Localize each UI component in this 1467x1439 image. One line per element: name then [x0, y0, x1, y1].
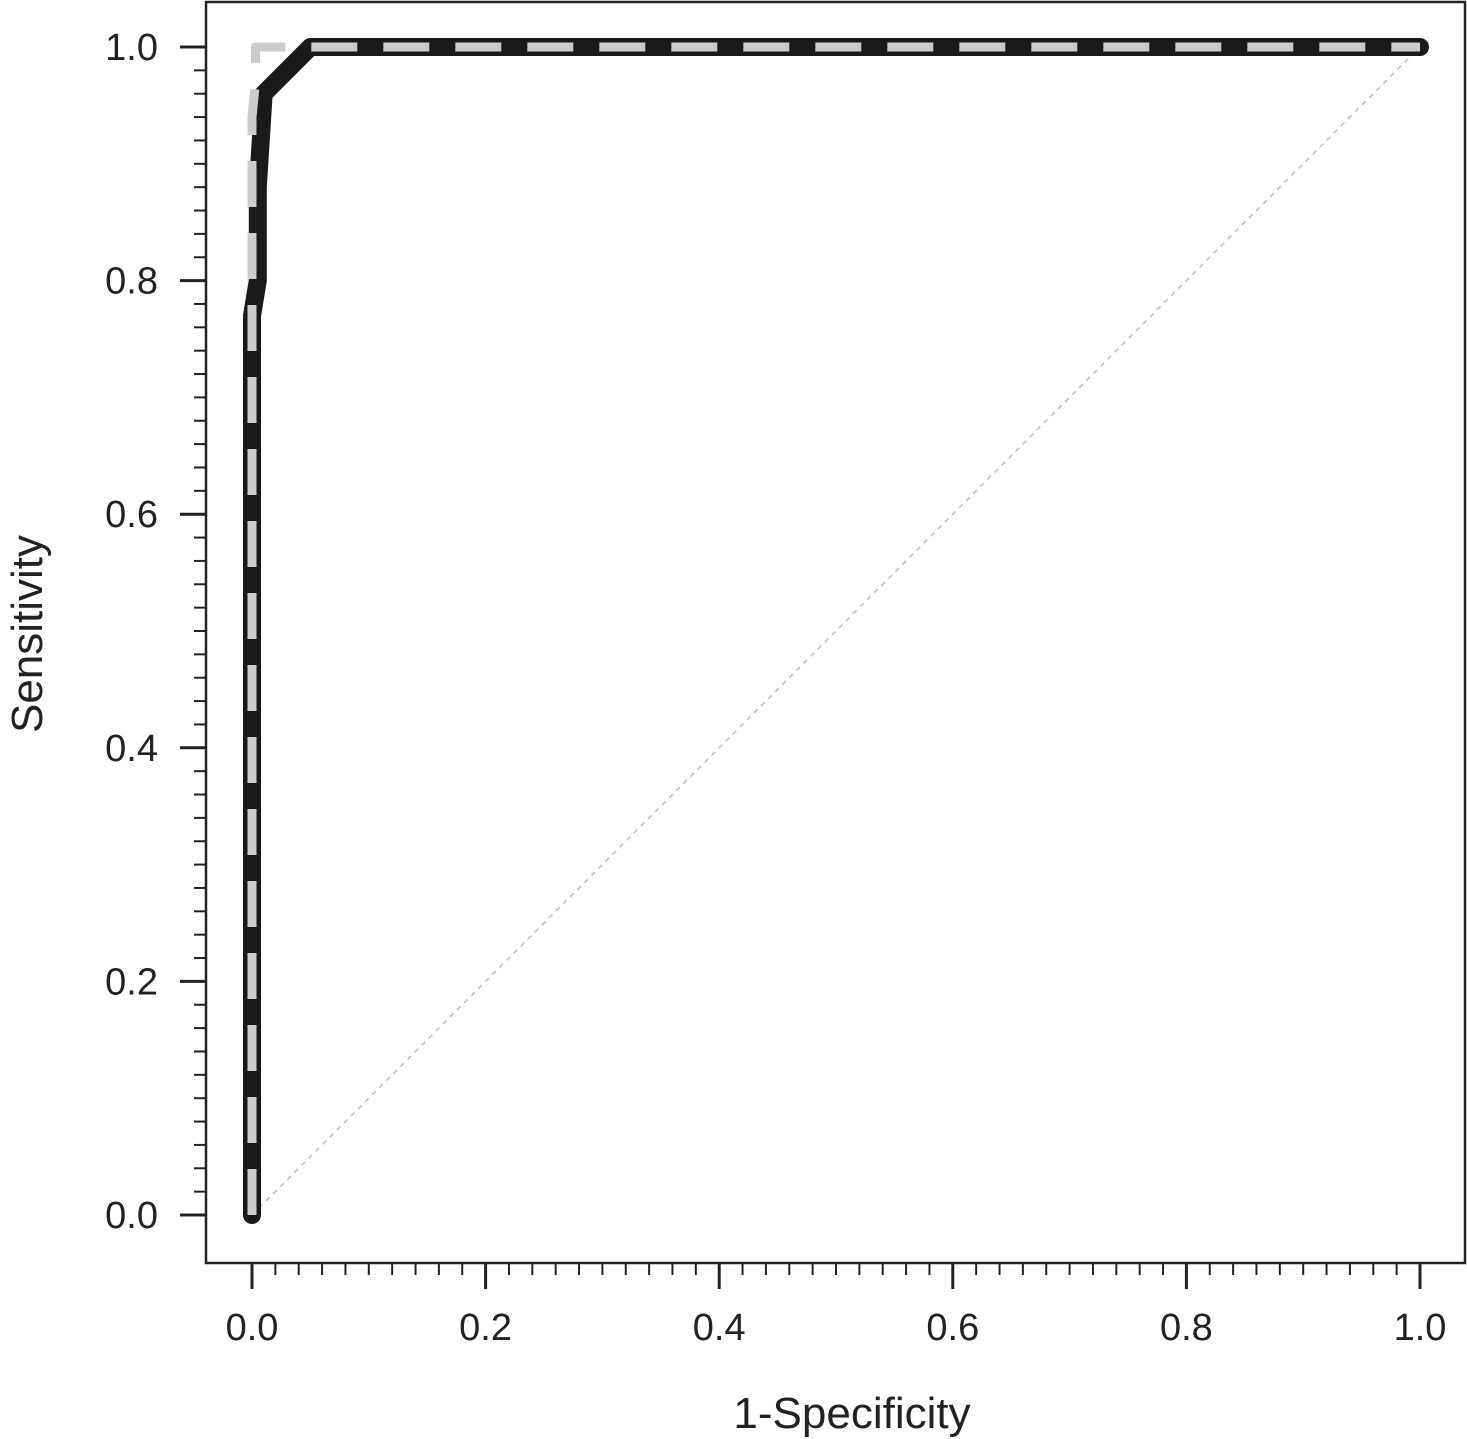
series-layer — [243, 38, 1429, 1224]
y-tick-label: 1.0 — [105, 27, 158, 69]
y-axis-ticks: 0.0 0.2 0.4 0.6 0.8 1.0 — [105, 27, 206, 1237]
x-minor-ticks — [274, 1263, 1398, 1275]
y-tick-label: 0.8 — [105, 261, 158, 303]
x-tick-label: 0.2 — [459, 1307, 512, 1349]
y-minor-ticks — [194, 69, 206, 1193]
y-axis-title: Sensitivity — [3, 535, 52, 733]
x-tick-label: 0.0 — [226, 1307, 279, 1349]
series-dotted-diagonal — [251, 46, 1421, 1216]
y-tick-label: 0.2 — [105, 961, 158, 1003]
series-dashed-thick — [247, 42, 1420, 1215]
y-tick-label: 0.0 — [105, 1195, 158, 1237]
x-tick-label: 0.6 — [926, 1307, 979, 1349]
y-tick-label: 0.4 — [105, 728, 158, 770]
x-axis-ticks: 0.0 0.2 0.4 0.6 0.8 1.0 — [226, 1263, 1447, 1349]
x-tick-label: 1.0 — [1394, 1307, 1447, 1349]
x-axis-title: 1-Specificity — [733, 1389, 970, 1438]
x-tick-label: 0.8 — [1160, 1307, 1213, 1349]
y-tick-label: 0.6 — [105, 494, 158, 536]
x-tick-label: 0.4 — [693, 1307, 746, 1349]
